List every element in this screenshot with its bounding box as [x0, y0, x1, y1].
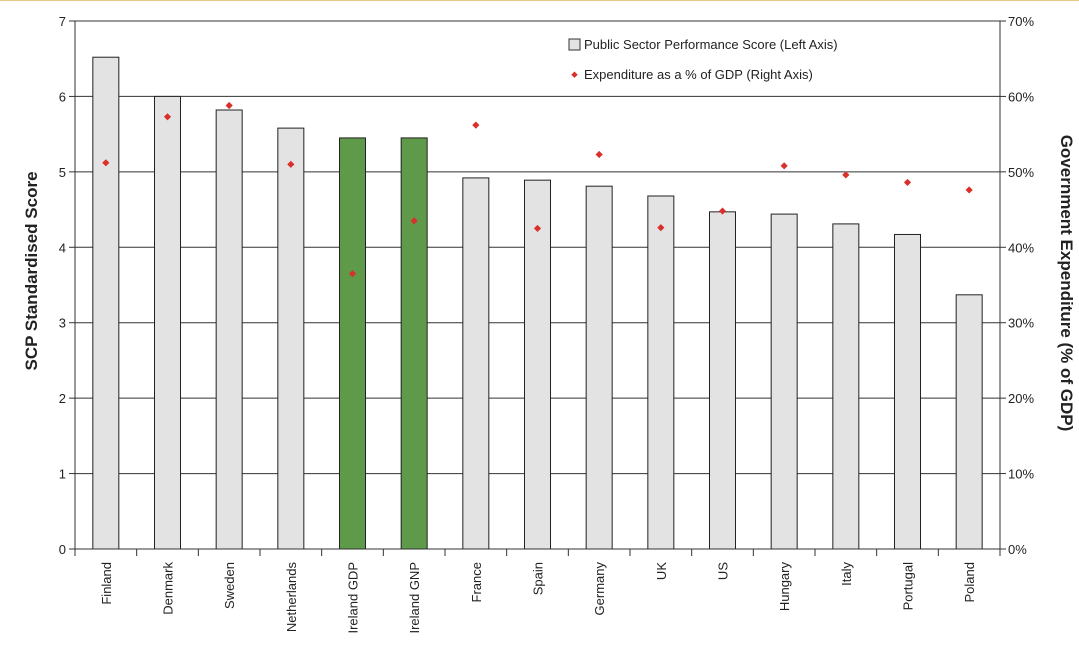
- left-axis-ticks: 0 1 2 3 4 5 6 7: [59, 14, 75, 557]
- left-tick-label: 7: [59, 14, 66, 29]
- right-axis-ticks: 0% 10% 20% 30% 40% 50% 60% 70%: [1000, 14, 1034, 557]
- legend: Public Sector Performance Score (Left Ax…: [568, 37, 838, 82]
- category-label: Ireland GDP: [346, 562, 361, 634]
- bar: [524, 179, 551, 550]
- legend-bar-label: Public Sector Performance Score (Left Ax…: [584, 37, 838, 52]
- category-label: Italy: [839, 562, 854, 586]
- left-tick-label: 4: [59, 240, 66, 255]
- left-tick-label: 6: [59, 89, 66, 104]
- category-label: Germany: [592, 562, 607, 616]
- right-tick-label: 20%: [1008, 391, 1034, 406]
- category-labels: Finland Denmark Sweden Netherlands Ireland G…: [99, 562, 977, 634]
- expenditure-series: [102, 101, 973, 278]
- category-label: Spain: [531, 562, 546, 595]
- bar: [400, 137, 428, 550]
- right-tick-label: 50%: [1008, 165, 1034, 180]
- bar: [339, 137, 366, 550]
- category-label: Finland: [99, 562, 114, 605]
- expenditure-point: [225, 101, 233, 110]
- expenditure-point: [903, 178, 912, 187]
- bar: [955, 294, 983, 550]
- right-tick-label: 30%: [1008, 316, 1034, 331]
- expenditure-point: [965, 186, 973, 194]
- category-label: UK: [654, 562, 669, 580]
- left-axis-title: SCP Standardised Score: [22, 171, 41, 370]
- bar: [462, 177, 490, 550]
- category-label: France: [469, 562, 484, 602]
- category-label: Poland: [962, 562, 977, 602]
- right-tick-label: 60%: [1008, 89, 1034, 104]
- expenditure-point: [410, 217, 418, 225]
- bar: [894, 233, 921, 550]
- right-tick-label: 0%: [1008, 542, 1027, 557]
- expenditure-point: [102, 159, 110, 167]
- expenditure-point: [533, 224, 542, 233]
- category-label: Denmark: [161, 562, 176, 615]
- bar: [709, 211, 736, 550]
- legend-point-swatch: [571, 71, 578, 78]
- bar-series: [92, 56, 983, 550]
- expenditure-point: [657, 224, 665, 232]
- expenditure-point: [287, 160, 295, 168]
- left-tick-label: 3: [59, 316, 66, 331]
- right-tick-label: 10%: [1008, 467, 1034, 482]
- legend-bar-swatch: [568, 38, 581, 51]
- bar: [585, 185, 613, 550]
- bar: [154, 95, 181, 550]
- bar: [647, 195, 675, 550]
- category-label: US: [716, 562, 731, 580]
- left-tick-label: 5: [59, 165, 66, 180]
- legend-point-label: Expenditure as a % of GDP (Right Axis): [584, 67, 813, 82]
- right-axis-title: Government Expenditure (% of GDP): [1057, 135, 1076, 432]
- left-tick-label: 2: [59, 391, 66, 406]
- bar: [92, 56, 120, 550]
- bar: [770, 213, 798, 550]
- expenditure-point: [348, 270, 357, 278]
- expenditure-point: [472, 121, 480, 129]
- bar: [277, 127, 305, 550]
- right-tick-label: 70%: [1008, 14, 1034, 29]
- axes: [74, 21, 1001, 556]
- category-label: Hungary: [777, 562, 792, 612]
- bar: [832, 223, 860, 550]
- expenditure-point: [595, 150, 603, 159]
- bar: [215, 109, 243, 550]
- category-label: Sweden: [222, 562, 237, 609]
- expenditure-point: [780, 162, 788, 170]
- right-tick-label: 40%: [1008, 240, 1034, 255]
- expenditure-point: [163, 113, 172, 121]
- category-label: Ireland GNP: [407, 562, 422, 634]
- left-tick-label: 0: [59, 542, 66, 557]
- category-label: Netherlands: [284, 562, 299, 633]
- category-label: Portugal: [901, 562, 916, 611]
- expenditure-point: [718, 207, 727, 215]
- expenditure-point: [842, 171, 850, 179]
- left-tick-label: 1: [59, 467, 66, 482]
